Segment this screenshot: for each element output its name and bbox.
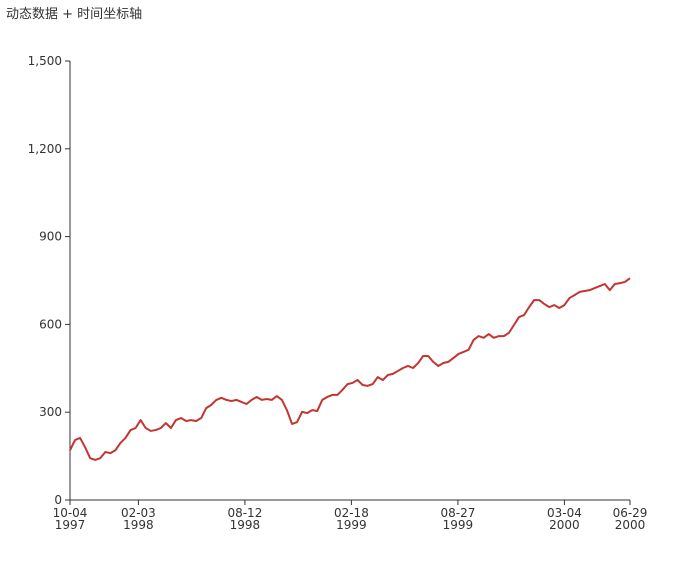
x-tick-label: 10-04 1997 xyxy=(53,506,88,532)
x-tick-label-line: 06-29 xyxy=(613,506,648,520)
x-tick-label-line: 02-03 xyxy=(121,506,156,520)
x-tick-label-line: 03-04 xyxy=(547,506,582,520)
chart-title: 动态数据 + 时间坐标轴 xyxy=(6,7,142,22)
y-tick-label: 1,200 xyxy=(28,142,62,156)
y-tick-label: 0 xyxy=(54,493,62,507)
y-tick-label: 300 xyxy=(39,405,62,419)
x-tick-label-line: 1997 xyxy=(55,518,86,532)
y-tick-label: 600 xyxy=(39,317,62,331)
y-tick-label: 900 xyxy=(39,230,62,244)
x-tick-label-line: 1998 xyxy=(230,518,261,532)
x-tick-label-line: 1999 xyxy=(443,518,474,532)
x-tick-label: 02-18 1999 xyxy=(334,506,369,532)
x-tick-label: 08-27 1999 xyxy=(440,506,475,532)
x-tick-label-line: 2000 xyxy=(549,518,580,532)
x-tick-label-line: 1998 xyxy=(123,518,154,532)
y-tick-label: 1,500 xyxy=(28,54,62,68)
x-tick-label-line: 08-12 xyxy=(227,506,262,520)
line-series xyxy=(69,277,631,461)
x-tick-label-line: 02-18 xyxy=(334,506,369,520)
x-tick-label-line: 08-27 xyxy=(440,506,475,520)
x-tick-label: 08-12 1998 xyxy=(227,506,262,532)
x-tick-label: 02-03 1998 xyxy=(121,506,156,532)
x-tick-label: 03-04 2000 xyxy=(547,506,582,532)
x-tick-label-line: 2000 xyxy=(615,518,646,532)
x-tick-label: 06-29 2000 xyxy=(613,506,648,532)
x-tick-label-line: 10-04 xyxy=(53,506,88,520)
x-tick-label-line: 1999 xyxy=(336,518,367,532)
